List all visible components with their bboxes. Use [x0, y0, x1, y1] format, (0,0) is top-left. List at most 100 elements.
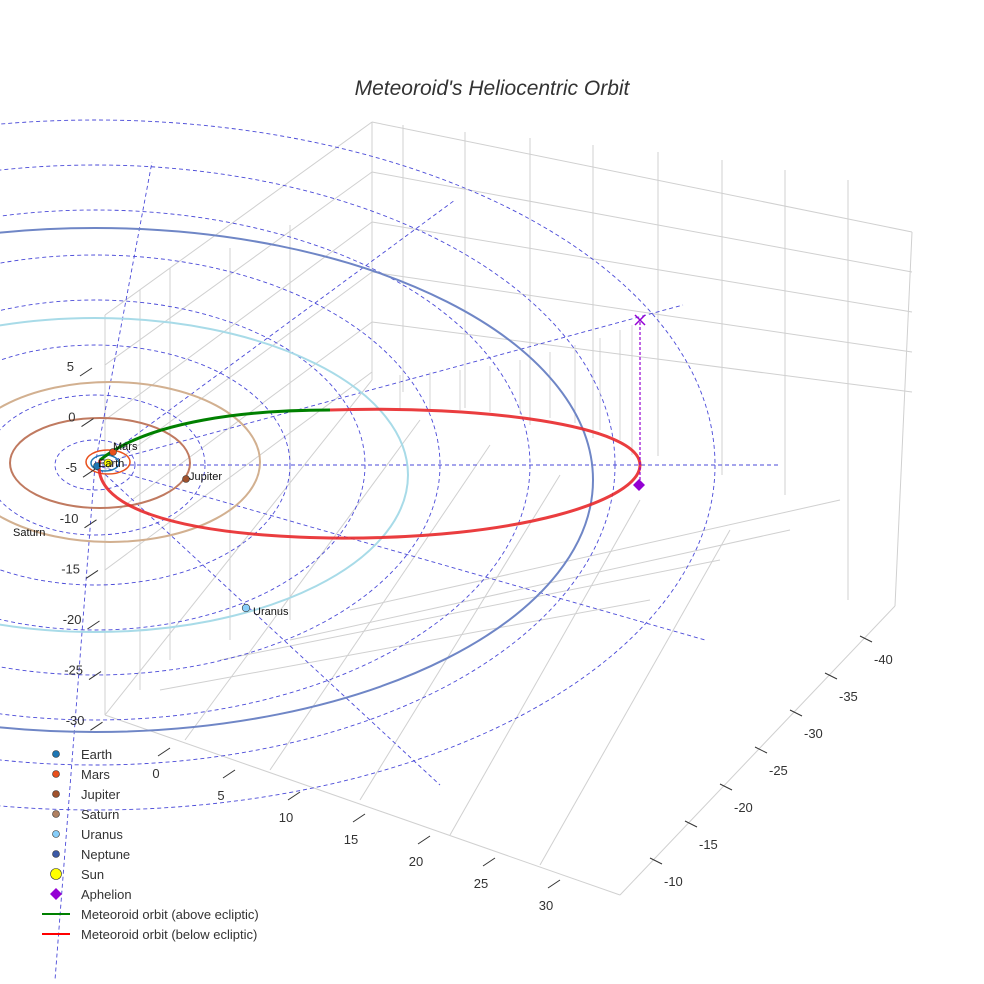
legend-item[interactable]: Earth — [52, 747, 113, 762]
legend-label: Meteoroid orbit (above ecliptic) — [81, 907, 259, 922]
x-tick-label: 0 — [152, 766, 159, 781]
mars-marker — [109, 448, 117, 456]
uranus-label: Uranus — [253, 606, 289, 618]
neptune-orbit — [0, 227, 594, 733]
earth-marker — [93, 462, 101, 470]
meteoroid-orbit-below — [97, 407, 642, 540]
z-tick-mark — [84, 519, 97, 529]
aphelion-marker — [633, 479, 645, 491]
y-tick-label: -20 — [734, 800, 753, 815]
y-tick-label: -15 — [699, 837, 718, 852]
y-tick-label: -25 — [769, 763, 788, 778]
x-tick-mark — [482, 857, 496, 867]
meteoroid-orbit — [97, 407, 642, 540]
legend-label: Sun — [81, 867, 104, 882]
y-tick-label: -35 — [839, 689, 858, 704]
jupiter-label: Jupiter — [189, 471, 222, 483]
legend-circle-swatch — [52, 770, 60, 778]
x-tick-label: 5 — [217, 788, 224, 803]
planet-markers: Earth Mars Jupiter Saturn Uranus — [13, 441, 289, 618]
z-tick-mark — [81, 418, 94, 428]
jupiter-marker — [182, 475, 190, 483]
saturn-orbit — [0, 381, 261, 543]
sun-marker — [103, 458, 113, 468]
legend-label: Neptune — [81, 847, 130, 862]
saturn-label: Saturn — [13, 527, 45, 539]
x-tick-mark — [547, 879, 561, 889]
z-tick-label: 5 — [67, 359, 74, 374]
mars-label: Mars — [113, 441, 138, 453]
x-tick-label: 25 — [474, 876, 488, 891]
x-tick-mark — [352, 813, 366, 823]
z-tick-mark — [87, 620, 100, 630]
z-tick-label: -10 — [60, 511, 79, 526]
legend-item[interactable]: Neptune — [52, 847, 131, 862]
x-tick-label: 20 — [409, 854, 423, 869]
y-tick-mark — [789, 709, 803, 717]
aphelion-group — [633, 314, 646, 491]
legend-circle-swatch — [52, 750, 60, 758]
box-grid — [104, 121, 913, 896]
z-tick-mark — [90, 721, 103, 731]
drop-lines — [399, 325, 633, 455]
y-tick-label: -30 — [804, 726, 823, 741]
meteoroid-orbit-above — [99, 408, 331, 462]
legend-item[interactable]: Uranus — [52, 827, 124, 842]
y-tick-mark — [684, 820, 698, 828]
legend-item[interactable]: Saturn — [52, 807, 120, 822]
y-tick-label: -10 — [664, 874, 683, 889]
uranus-orbit — [0, 317, 409, 633]
z-tick-label: -25 — [64, 663, 83, 678]
x-tick-label: 10 — [279, 810, 293, 825]
y-tick-mark — [859, 635, 873, 643]
z-tick-mark — [88, 671, 102, 681]
z-tick-label: -15 — [61, 561, 80, 576]
legend-label: Mars — [81, 767, 110, 782]
legend-circle-swatch — [50, 868, 62, 880]
earth-label: Earth — [98, 458, 124, 470]
legend-item[interactable]: Jupiter — [52, 787, 121, 802]
x-tick-mark — [157, 747, 171, 757]
y-axis-ticks: -40 -35 -30 -25 -20 -15 -10 — [649, 635, 893, 889]
y-tick-mark — [754, 746, 768, 754]
legend-label: Earth — [81, 747, 112, 762]
legend-item[interactable]: Aphelion — [50, 887, 132, 902]
uranus-marker — [241, 603, 251, 613]
legend-circle-swatch — [52, 790, 60, 798]
legend-item[interactable]: Meteoroid orbit (above ecliptic) — [42, 907, 259, 922]
x-tick-label: 15 — [344, 832, 358, 847]
z-tick-label: -30 — [66, 713, 85, 728]
legend: Earth Mars Jupiter Saturn Uranus Neptune Sun Ap… — [42, 747, 259, 942]
legend-label: Aphelion — [81, 887, 132, 902]
x-tick-mark — [222, 769, 236, 779]
z-tick-label: -20 — [63, 612, 82, 627]
x-tick-mark — [417, 835, 431, 845]
jupiter-orbit — [9, 417, 191, 509]
y-tick-mark — [649, 857, 663, 865]
mars-orbit — [85, 449, 131, 475]
z-tick-mark — [85, 569, 99, 579]
y-tick-mark — [824, 672, 838, 680]
legend-circle-swatch — [52, 810, 60, 818]
z-tick-label: -5 — [65, 460, 77, 475]
legend-label: Saturn — [81, 807, 119, 822]
aphelion-x — [634, 314, 646, 326]
legend-circle-swatch — [52, 830, 60, 838]
planet-orbits — [0, 227, 594, 733]
z-tick-mark — [82, 468, 96, 478]
legend-label: Meteoroid orbit (below ecliptic) — [81, 927, 257, 942]
legend-item[interactable]: Mars — [52, 767, 111, 782]
legend-item[interactable]: Meteoroid orbit (below ecliptic) — [42, 927, 257, 942]
z-tick-mark — [79, 367, 93, 377]
x-tick-mark — [287, 791, 301, 801]
legend-label: Jupiter — [81, 787, 121, 802]
chart-title: Meteoroid's Heliocentric Orbit — [355, 77, 631, 100]
y-tick-mark — [719, 783, 733, 791]
z-tick-label: 0 — [68, 410, 75, 425]
ecliptic-grid — [0, 119, 780, 981]
x-axis-ticks: 0 5 10 15 20 25 30 — [152, 747, 561, 913]
legend-circle-swatch — [52, 850, 60, 858]
legend-label: Uranus — [81, 827, 123, 842]
legend-item[interactable]: Sun — [50, 867, 105, 882]
